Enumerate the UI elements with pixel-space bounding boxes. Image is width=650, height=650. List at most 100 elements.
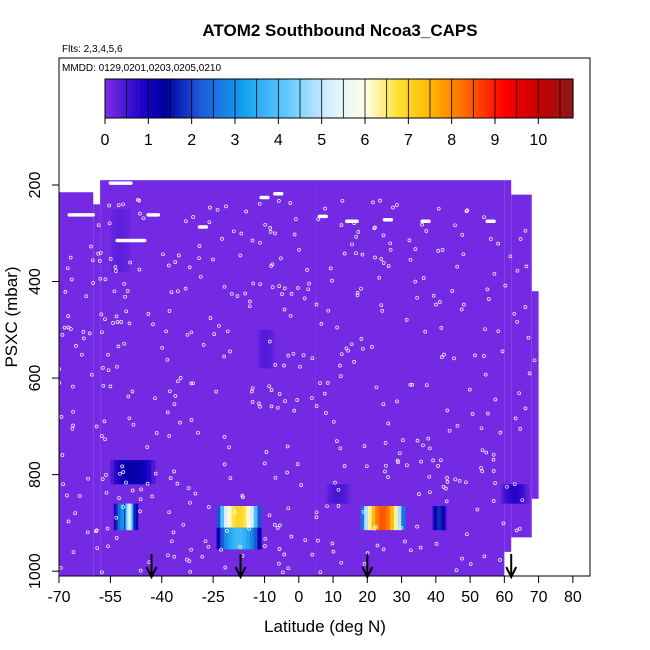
- colorbar-segment: [389, 79, 395, 118]
- sample-point: [225, 529, 229, 533]
- sample-point: [249, 389, 254, 394]
- enhancement-cell: [130, 503, 132, 531]
- sample-point: [124, 480, 128, 485]
- enhancement-cell: [434, 506, 437, 531]
- sample-point: [197, 256, 201, 261]
- enhancement-cell: [128, 503, 130, 531]
- sample-point: [381, 402, 386, 407]
- enhancement-cell: [263, 329, 266, 369]
- x-tick-label: 0: [294, 589, 303, 606]
- sample-point: [431, 458, 435, 463]
- sample-point: [183, 286, 188, 291]
- enhancement-cell: [439, 506, 441, 531]
- colorbar-segment: [498, 79, 504, 118]
- sample-point: [108, 257, 113, 261]
- flights-label: Flts: 2,3,4,5,6: [62, 44, 123, 55]
- sample-point: [128, 260, 133, 265]
- colorbar-segment: [171, 79, 176, 118]
- colorbar-segment: [553, 79, 558, 118]
- sample-point: [314, 404, 319, 408]
- sample-point: [175, 481, 180, 486]
- enhancement-cell: [526, 484, 529, 504]
- enhancement-cell: [367, 506, 373, 531]
- sample-point: [314, 510, 319, 515]
- sample-point: [518, 237, 523, 241]
- sample-point: [178, 376, 183, 380]
- enhancement-cell: [253, 506, 258, 528]
- sample-point: [479, 426, 484, 431]
- enhancement-cell: [435, 506, 438, 531]
- sample-point: [298, 364, 302, 369]
- sample-point: [436, 206, 441, 211]
- sample-point: [434, 542, 439, 546]
- sample-point: [408, 257, 413, 262]
- sample-point: [322, 391, 327, 396]
- sample-point: [74, 344, 78, 348]
- sample-point: [141, 216, 146, 221]
- colorbar-tick-label: 1: [144, 132, 153, 149]
- enhancement-cell: [269, 329, 272, 369]
- sample-point: [138, 568, 143, 573]
- sample-point: [185, 332, 190, 337]
- enhancement-cell: [346, 484, 349, 504]
- sample-point: [269, 404, 274, 409]
- sample-point: [330, 541, 335, 546]
- sample-point: [480, 469, 485, 474]
- sample-point: [167, 309, 172, 313]
- colorbar-segment: [459, 79, 465, 118]
- enhancement-cell: [121, 460, 126, 485]
- sample-point: [137, 267, 142, 272]
- enhancement-cell: [113, 209, 117, 272]
- sample-point: [444, 486, 448, 491]
- sample-point: [455, 423, 460, 428]
- sample-point: [250, 400, 255, 404]
- enhancement-cell: [261, 329, 264, 369]
- enhancement-cell: [220, 506, 225, 528]
- sample-point: [318, 381, 322, 385]
- sample-point: [208, 316, 213, 320]
- colorbar-segment: [530, 79, 535, 118]
- colorbar-segment: [331, 79, 336, 118]
- colorbar-segment: [374, 79, 379, 118]
- enhancement-cell: [227, 527, 232, 550]
- sample-point: [270, 285, 275, 289]
- sample-point: [512, 482, 517, 487]
- sample-point: [60, 453, 65, 457]
- enhancement-cell: [115, 503, 119, 531]
- colorbar-segment: [303, 79, 309, 118]
- sample-point: [407, 238, 412, 243]
- colorbar-segment: [202, 79, 207, 118]
- enhancement-cell: [342, 484, 345, 504]
- sample-point: [523, 228, 528, 233]
- colorbar-segment: [183, 79, 188, 118]
- enhancement-cell: [397, 506, 402, 531]
- enhancement-cell: [521, 484, 525, 504]
- sample-point: [328, 266, 333, 271]
- sample-point: [336, 504, 341, 508]
- sample-point: [166, 263, 171, 268]
- y-axis-title: PSXC (mbar): [2, 266, 21, 367]
- sample-point: [491, 469, 496, 473]
- sample-point: [95, 546, 100, 551]
- colorbar-segment: [393, 79, 399, 118]
- down-arrow-head: [234, 566, 247, 580]
- sample-point: [431, 293, 436, 298]
- sample-point: [295, 462, 300, 466]
- enhancement-cell: [128, 460, 134, 485]
- sample-point: [114, 536, 119, 540]
- colorbar-segment: [268, 79, 274, 118]
- colorbar-segment: [413, 79, 418, 118]
- sample-point: [527, 371, 532, 376]
- colorbar-segment: [253, 79, 258, 118]
- sample-point: [323, 206, 327, 211]
- sample-point: [220, 237, 224, 241]
- sample-point: [373, 225, 377, 230]
- sample-point: [138, 497, 143, 502]
- colorbar-tick-label: 9: [491, 132, 500, 149]
- sample-point: [176, 289, 180, 294]
- colorbar-segment: [229, 79, 235, 118]
- sample-point: [225, 329, 230, 334]
- colorbar-segment: [549, 79, 555, 118]
- sample-point: [62, 325, 67, 330]
- sample-point: [239, 231, 244, 236]
